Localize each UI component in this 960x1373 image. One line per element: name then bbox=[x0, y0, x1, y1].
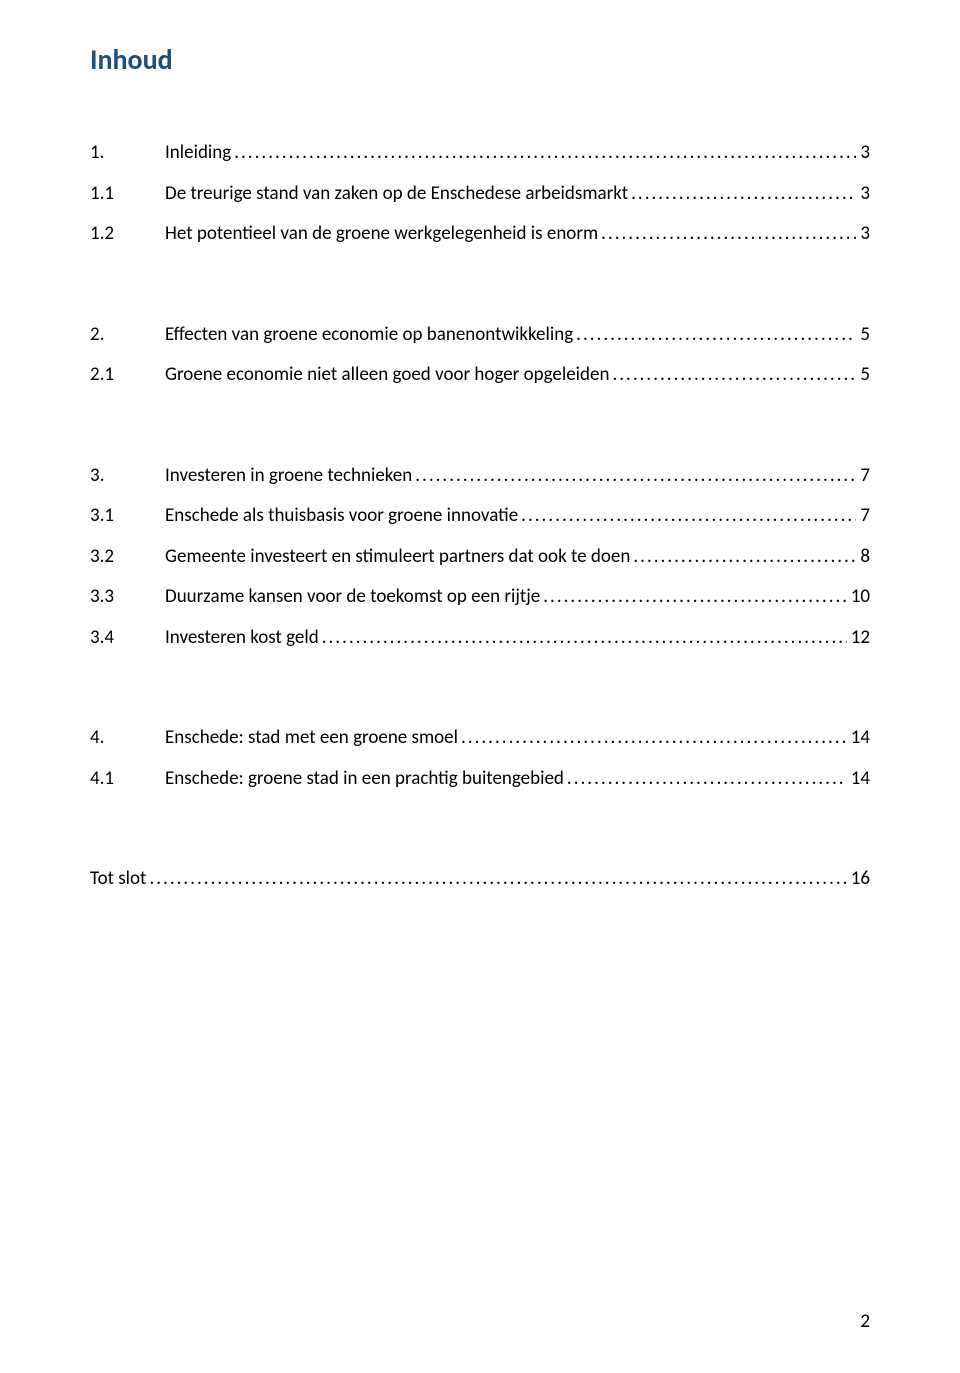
toc-leader-dots: ........................................… bbox=[573, 321, 856, 350]
toc-number: 2.1 bbox=[90, 361, 165, 390]
toc-leader-dots: ........................................… bbox=[564, 765, 847, 794]
toc-leader-dots: ........................................… bbox=[598, 220, 856, 249]
toc-entry: 1.Inleiding.............................… bbox=[90, 139, 870, 168]
toc-label: Groene economie niet alleen goed voor ho… bbox=[165, 361, 609, 390]
toc-number: 4.1 bbox=[90, 765, 165, 794]
toc-number: 1.1 bbox=[90, 180, 165, 209]
toc-entry: 3.Investeren in groene technieken.......… bbox=[90, 462, 870, 491]
toc-page-number: 3 bbox=[856, 139, 870, 168]
toc-label: Duurzame kansen voor de toekomst op een … bbox=[165, 583, 540, 612]
toc-entry: 1.2Het potentieel van de groene werkgele… bbox=[90, 220, 870, 249]
toc-entry: 3.2Gemeente investeert en stimuleert par… bbox=[90, 543, 870, 572]
toc-page-number: 16 bbox=[847, 865, 870, 894]
toc-number: 2. bbox=[90, 321, 165, 350]
toc-leader-dots: ........................................… bbox=[146, 865, 846, 894]
toc-leader-dots: ........................................… bbox=[628, 180, 856, 209]
toc-label: Enschede: groene stad in een prachtig bu… bbox=[165, 765, 564, 794]
toc-label: Investeren in groene technieken bbox=[165, 462, 412, 491]
toc-number: 1.2 bbox=[90, 220, 165, 249]
toc-entry: 3.4Investeren kost geld.................… bbox=[90, 624, 870, 653]
toc-group-gap bbox=[90, 664, 870, 724]
toc-page-number: 14 bbox=[847, 724, 870, 753]
toc-number: 3. bbox=[90, 462, 165, 491]
toc-number: 3.3 bbox=[90, 583, 165, 612]
toc-label: De treurige stand van zaken op de Ensche… bbox=[165, 180, 628, 209]
toc-page-number: 5 bbox=[856, 321, 870, 350]
table-of-contents: 1.Inleiding.............................… bbox=[90, 139, 870, 894]
toc-entry: 4.Enschede: stad met een groene smoel...… bbox=[90, 724, 870, 753]
page-title: Inhoud bbox=[90, 42, 870, 77]
toc-label: Effecten van groene economie op banenont… bbox=[165, 321, 573, 350]
toc-leader-dots: ........................................… bbox=[630, 543, 856, 572]
toc-page-number: 14 bbox=[847, 765, 870, 794]
toc-page-number: 7 bbox=[856, 502, 870, 531]
toc-group-gap bbox=[90, 402, 870, 462]
toc-entry: Tot slot................................… bbox=[90, 865, 870, 894]
toc-page-number: 5 bbox=[856, 361, 870, 390]
toc-label: Enschede: stad met een groene smoel bbox=[165, 724, 458, 753]
toc-label: Gemeente investeert en stimuleert partne… bbox=[165, 543, 630, 572]
toc-label: Inleiding bbox=[165, 139, 231, 168]
toc-page-number: 8 bbox=[856, 543, 870, 572]
toc-page-number: 10 bbox=[847, 583, 870, 612]
toc-label: Investeren kost geld bbox=[165, 624, 319, 653]
page: Inhoud 1.Inleiding......................… bbox=[0, 0, 960, 1373]
toc-leader-dots: ........................................… bbox=[458, 724, 847, 753]
toc-leader-dots: ........................................… bbox=[518, 502, 856, 531]
toc-group-gap bbox=[90, 261, 870, 321]
toc-page-number: 12 bbox=[847, 624, 870, 653]
toc-entry: 3.1Enschede als thuisbasis voor groene i… bbox=[90, 502, 870, 531]
toc-group-gap bbox=[90, 805, 870, 865]
toc-entry: 1.1De treurige stand van zaken op de Ens… bbox=[90, 180, 870, 209]
toc-label: Tot slot bbox=[90, 865, 146, 894]
toc-leader-dots: ........................................… bbox=[231, 139, 856, 168]
toc-leader-dots: ........................................… bbox=[412, 462, 856, 491]
toc-entry: 2.Effecten van groene economie op baneno… bbox=[90, 321, 870, 350]
toc-label: Enschede als thuisbasis voor groene inno… bbox=[165, 502, 518, 531]
toc-label: Het potentieel van de groene werkgelegen… bbox=[165, 220, 598, 249]
toc-page-number: 7 bbox=[856, 462, 870, 491]
toc-leader-dots: ........................................… bbox=[609, 361, 856, 390]
toc-leader-dots: ........................................… bbox=[540, 583, 846, 612]
toc-entry: 3.3Duurzame kansen voor de toekomst op e… bbox=[90, 583, 870, 612]
toc-entry: 2.1Groene economie niet alleen goed voor… bbox=[90, 361, 870, 390]
toc-number: 4. bbox=[90, 724, 165, 753]
toc-number: 3.1 bbox=[90, 502, 165, 531]
toc-number: 1. bbox=[90, 139, 165, 168]
page-number: 2 bbox=[860, 1310, 870, 1333]
toc-leader-dots: ........................................… bbox=[319, 624, 847, 653]
toc-entry: 4.1Enschede: groene stad in een prachtig… bbox=[90, 765, 870, 794]
toc-number: 3.2 bbox=[90, 543, 165, 572]
toc-number: 3.4 bbox=[90, 624, 165, 653]
toc-page-number: 3 bbox=[856, 220, 870, 249]
toc-page-number: 3 bbox=[856, 180, 870, 209]
